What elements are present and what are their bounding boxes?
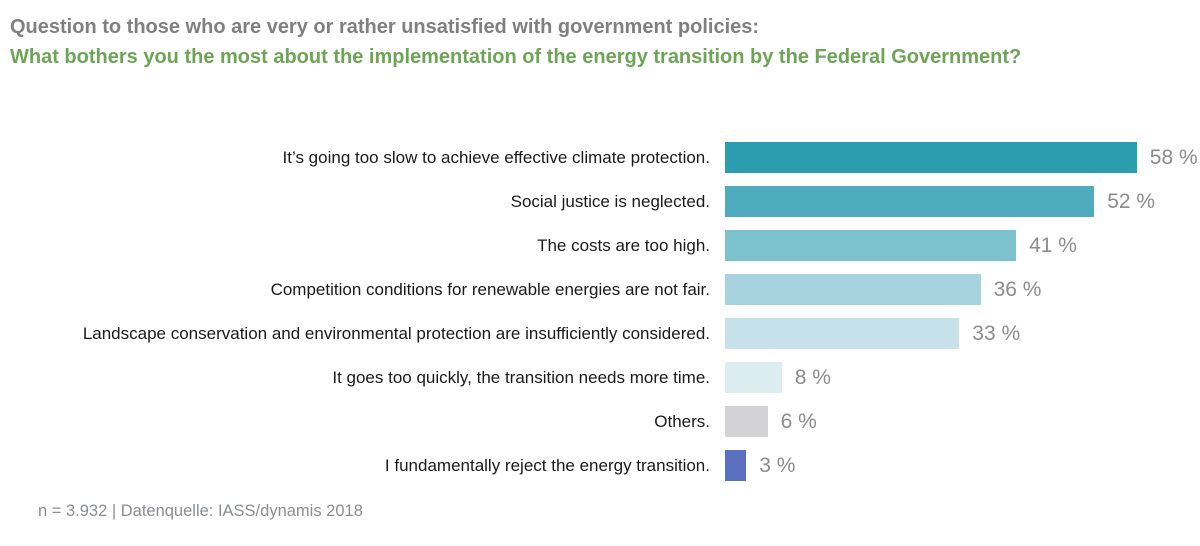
bar: [725, 318, 960, 349]
value-label: 36 %: [993, 277, 1042, 301]
value-label: 8 %: [794, 365, 831, 389]
question-context-line: Question to those who are very or rather…: [10, 16, 760, 38]
value-label: 58 %: [1149, 145, 1198, 169]
source-note: n = 3.932 | Datenquelle: IASS/dynamis 20…: [38, 502, 363, 520]
chart-row: It goes too quickly, the transition need…: [0, 362, 1200, 393]
category-label: It goes too quickly, the transition need…: [332, 367, 710, 387]
category-label: Competition conditions for renewable ene…: [270, 279, 710, 299]
value-label: 41 %: [1029, 233, 1077, 257]
value-label: 33 %: [972, 321, 1021, 345]
bar: [725, 406, 768, 437]
value-label: 6 %: [780, 409, 817, 433]
category-label: Social justice is neglected.: [510, 191, 710, 211]
bar: [725, 230, 1017, 261]
bar: [725, 450, 747, 481]
chart-row: It’s going too slow to achieve effective…: [0, 142, 1200, 173]
chart-row: I fundamentally reject the energy transi…: [0, 450, 1200, 481]
category-label: Landscape conservation and environmental…: [82, 323, 710, 343]
chart-header: Question to those who are very or rather…: [10, 12, 1070, 72]
category-label: The costs are too high.: [537, 235, 710, 255]
bar: [725, 142, 1137, 173]
category-label: It’s going too slow to achieve effective…: [282, 147, 710, 167]
chart-title: What bothers you the most about the impl…: [10, 46, 1022, 68]
chart-row: Others. 6 %: [0, 406, 1200, 437]
value-label: 3 %: [759, 453, 796, 477]
category-label: I fundamentally reject the energy transi…: [384, 455, 710, 475]
chart-row: Landscape conservation and environmental…: [0, 318, 1200, 349]
category-label: Others.: [654, 411, 710, 431]
value-label: 52 %: [1107, 189, 1156, 213]
chart-row: Competition conditions for renewable ene…: [0, 274, 1200, 305]
bar: [725, 274, 981, 305]
chart-row: The costs are too high. 41 %: [0, 230, 1200, 261]
bar: [725, 362, 782, 393]
bar: [725, 186, 1095, 217]
chart-row: Social justice is neglected. 52 %: [0, 186, 1200, 217]
bar-chart: It’s going too slow to achieve effective…: [0, 142, 1200, 494]
